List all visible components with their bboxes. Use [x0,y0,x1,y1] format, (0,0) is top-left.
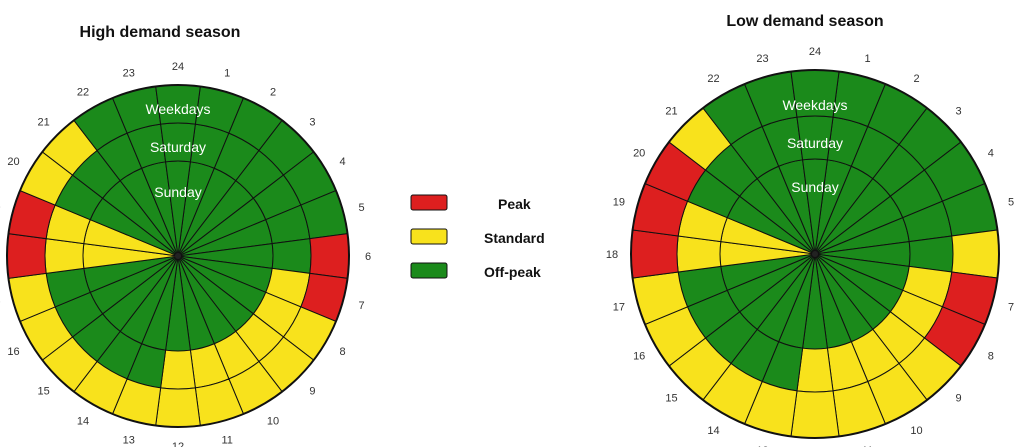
hour-label-11: 11 [862,445,873,447]
legend-label-offpeak: Off-peak [484,264,541,280]
legend: Peak Standard Off-peak [410,194,545,280]
hour-label-23: 23 [123,68,135,80]
hour-label-3: 3 [309,117,315,129]
segment-saturday-hour-6 [271,238,312,274]
hour-label-15: 15 [665,393,677,405]
hour-label-21: 21 [665,106,677,118]
wheel-outer-rim [630,69,1000,439]
hour-label-16: 16 [7,346,19,358]
segment-saturday-hour-18 [44,238,85,274]
legend-swatch-peak [410,194,448,211]
hour-label-5: 5 [1008,197,1014,209]
hour-label-11: 11 [221,435,232,447]
hour-label-2: 2 [913,73,919,85]
segment-weekdays-hour-12 [155,387,201,428]
segment-saturday-hour-18 [676,235,722,273]
hour-label-22: 22 [707,73,719,85]
hour-label-12: 12 [172,441,184,447]
hour-label-17: 17 [0,300,1,312]
hour-label-14: 14 [77,416,89,428]
wheel-title-low: Low demand season [726,13,883,30]
hour-label-14: 14 [707,425,719,437]
hour-label-2: 2 [270,87,276,99]
hour-label-15: 15 [37,385,49,397]
hour-label-21: 21 [37,117,49,129]
segment-saturday-hour-12 [796,347,834,393]
ring-label-weekdays: Weekdays [782,97,847,113]
hour-label-18: 18 [606,249,618,261]
wheel-low-demand: WeekdaysSaturdaySunday123456789101112131… [606,46,1014,447]
segment-saturday-hour-12 [160,349,196,390]
hour-label-1: 1 [224,68,230,80]
hour-label-24: 24 [172,61,184,73]
hour-label-4: 4 [339,156,345,168]
segment-weekdays-hour-18 [630,229,679,279]
hour-label-23: 23 [756,53,768,65]
legend-label-peak: Peak [498,196,531,212]
hour-label-24: 24 [809,46,821,58]
ring-label-saturday: Saturday [150,139,206,155]
hour-label-5: 5 [358,202,364,214]
hour-label-3: 3 [955,106,961,118]
hour-label-7: 7 [1008,302,1014,314]
hour-label-7: 7 [358,300,364,312]
hour-label-19: 19 [0,202,1,214]
hour-label-13: 13 [756,445,768,447]
hour-label-13: 13 [123,435,135,447]
hour-label-8: 8 [339,346,345,358]
segment-weekdays-hour-18 [6,233,47,279]
ring-label-sunday: Sunday [791,179,838,195]
legend-label-standard: Standard [484,230,545,246]
wheel-hub [812,251,818,257]
hour-label-22: 22 [77,87,89,99]
segment-weekdays-hour-6 [309,233,350,279]
wheel-outer-rim [6,84,350,428]
legend-swatch-offpeak [410,262,448,279]
hour-label-9: 9 [955,393,961,405]
hour-label-6: 6 [365,251,371,263]
hour-label-1: 1 [864,53,870,65]
hour-label-4: 4 [988,148,994,160]
hour-label-8: 8 [988,351,994,363]
hour-label-20: 20 [7,156,19,168]
ring-label-sunday: Sunday [154,184,201,200]
ring-label-weekdays: Weekdays [145,101,210,117]
legend-swatch-standard [410,228,448,245]
hour-label-9: 9 [309,385,315,397]
hour-label-20: 20 [633,148,645,160]
hour-label-17: 17 [613,302,625,314]
hour-label-10: 10 [267,416,279,428]
segment-weekdays-hour-6 [951,229,1000,279]
wheel-title-high: High demand season [80,24,241,41]
wheel-hub [175,253,181,259]
ring-label-saturday: Saturday [787,135,843,151]
wheel-high-demand: WeekdaysSaturdaySunday123456789101112131… [0,61,371,447]
segment-weekdays-hour-12 [790,390,840,439]
segment-saturday-hour-6 [908,235,954,273]
hour-label-19: 19 [613,197,625,209]
hour-label-16: 16 [633,351,645,363]
hour-label-10: 10 [910,425,922,437]
